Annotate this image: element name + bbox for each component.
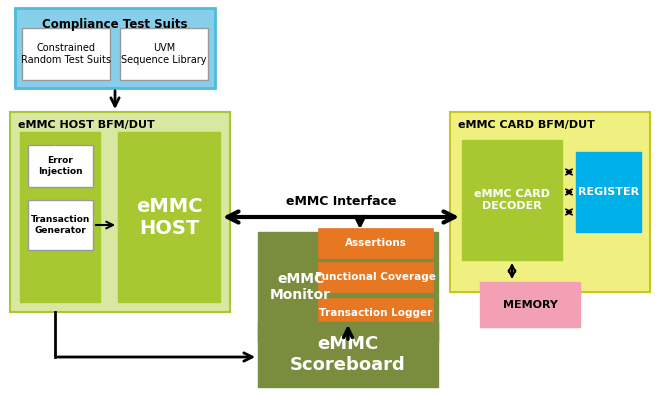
Bar xyxy=(120,28,208,80)
Bar xyxy=(318,262,433,292)
Bar xyxy=(258,322,438,387)
Bar xyxy=(22,28,110,80)
Bar xyxy=(10,112,230,312)
Bar xyxy=(20,132,100,302)
Bar xyxy=(462,140,562,260)
Bar xyxy=(450,112,650,292)
Text: Transaction
Generator: Transaction Generator xyxy=(31,215,90,235)
Bar xyxy=(576,152,641,232)
Text: eMMC Interface: eMMC Interface xyxy=(286,195,396,208)
Text: eMMC HOST BFM/DUT: eMMC HOST BFM/DUT xyxy=(18,120,155,130)
Text: Compliance Test Suits: Compliance Test Suits xyxy=(42,18,188,31)
Bar xyxy=(480,282,580,327)
Bar xyxy=(318,228,433,258)
Bar xyxy=(28,145,93,187)
Text: Error
Injection: Error Injection xyxy=(38,156,83,176)
Bar xyxy=(118,132,220,302)
Bar xyxy=(15,8,215,88)
Text: Constrained
Random Test Suits: Constrained Random Test Suits xyxy=(21,43,111,65)
Bar xyxy=(258,232,438,342)
Text: eMMC
Monitor: eMMC Monitor xyxy=(270,272,331,302)
Text: eMMC CARD
DECODER: eMMC CARD DECODER xyxy=(474,189,550,211)
Text: MEMORY: MEMORY xyxy=(503,299,557,310)
Text: REGISTER: REGISTER xyxy=(578,187,639,197)
Text: Assertions: Assertions xyxy=(344,238,406,248)
Text: eMMC
HOST: eMMC HOST xyxy=(136,197,202,238)
Text: Transaction Logger: Transaction Logger xyxy=(319,308,432,318)
Text: Functional Coverage: Functional Coverage xyxy=(315,272,436,282)
Text: Driver: Driver xyxy=(31,146,89,164)
Text: eMMC CARD BFM/DUT: eMMC CARD BFM/DUT xyxy=(458,120,595,130)
Text: eMMC
Scoreboard: eMMC Scoreboard xyxy=(290,335,406,374)
Bar xyxy=(28,200,93,250)
Bar xyxy=(318,298,433,328)
Text: UVM
Sequence Library: UVM Sequence Library xyxy=(121,43,206,65)
